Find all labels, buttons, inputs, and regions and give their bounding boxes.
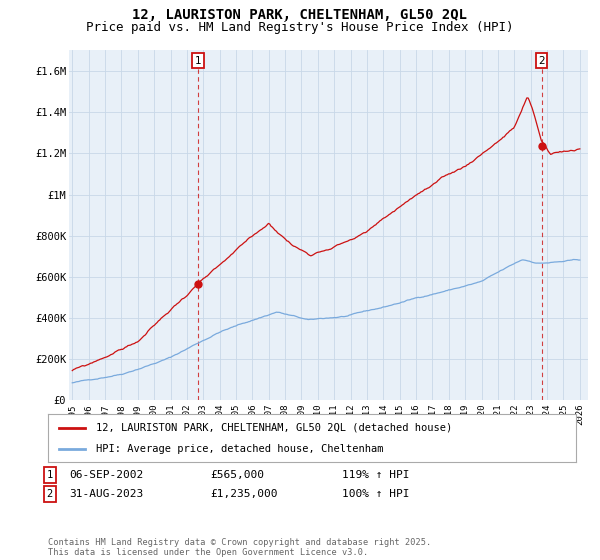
Text: 119% ↑ HPI: 119% ↑ HPI (342, 470, 409, 480)
Text: 2: 2 (47, 489, 53, 499)
Text: 1: 1 (195, 55, 202, 66)
Text: Price paid vs. HM Land Registry's House Price Index (HPI): Price paid vs. HM Land Registry's House … (86, 21, 514, 34)
Text: 100% ↑ HPI: 100% ↑ HPI (342, 489, 409, 499)
Text: 06-SEP-2002: 06-SEP-2002 (69, 470, 143, 480)
Text: 31-AUG-2023: 31-AUG-2023 (69, 489, 143, 499)
Text: £565,000: £565,000 (210, 470, 264, 480)
Text: 1: 1 (47, 470, 53, 480)
Text: 12, LAURISTON PARK, CHELTENHAM, GL50 2QL (detached house): 12, LAURISTON PARK, CHELTENHAM, GL50 2QL… (95, 423, 452, 433)
Text: Contains HM Land Registry data © Crown copyright and database right 2025.
This d: Contains HM Land Registry data © Crown c… (48, 538, 431, 557)
Text: 12, LAURISTON PARK, CHELTENHAM, GL50 2QL: 12, LAURISTON PARK, CHELTENHAM, GL50 2QL (133, 8, 467, 22)
Text: £1,235,000: £1,235,000 (210, 489, 277, 499)
Text: HPI: Average price, detached house, Cheltenham: HPI: Average price, detached house, Chel… (95, 444, 383, 454)
Text: 2: 2 (538, 55, 545, 66)
